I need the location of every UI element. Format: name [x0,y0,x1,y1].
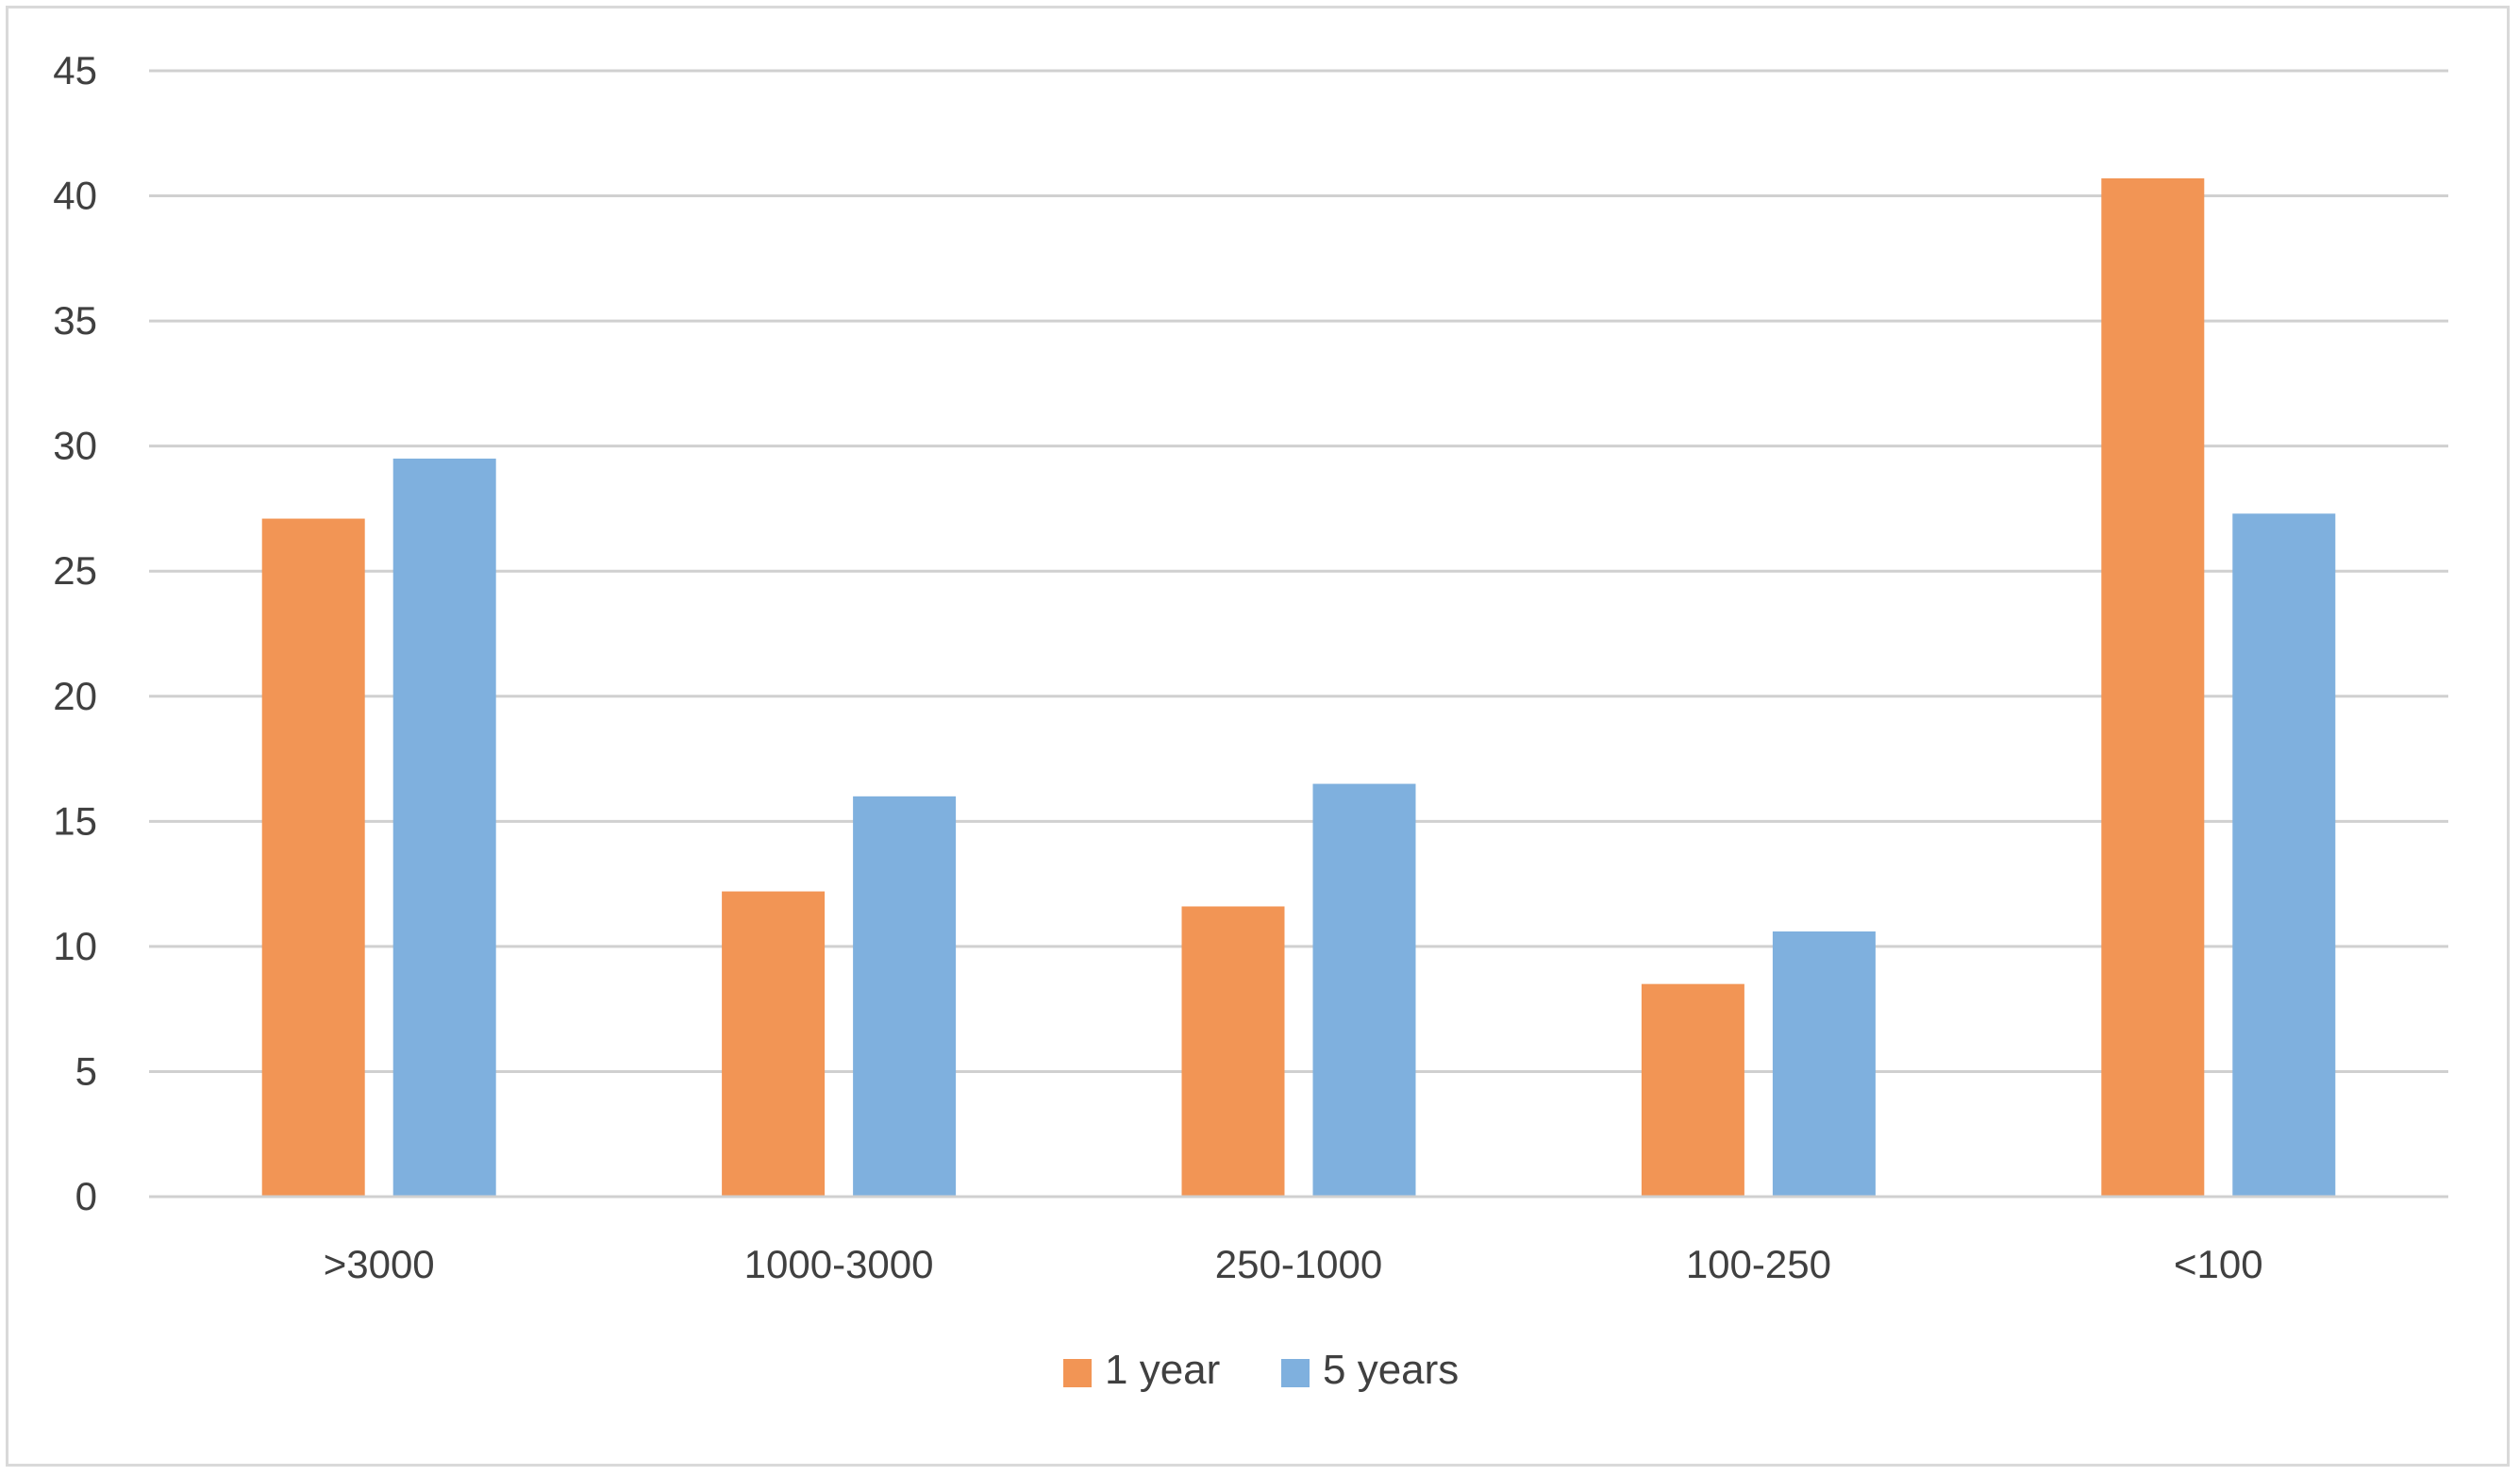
x-tick-label: >3000 [324,1242,435,1286]
gridlines [149,69,2448,1073]
legend: 1 year 5 years [1063,1347,1459,1393]
y-axis-ticks: 0 5 10 15 20 25 30 35 40 45 [53,48,97,1218]
y-tick-label: 5 [75,1048,97,1093]
bars [261,177,2336,1197]
legend-swatch [1281,1359,1310,1387]
x-tick-label: 250-1000 [1215,1242,1383,1286]
y-tick-label: 40 [53,174,97,218]
x-tick-label: 1000-3000 [744,1242,934,1286]
legend-swatch [1063,1359,1092,1387]
bar-series-2 [1312,783,1416,1197]
y-tick-label: 15 [53,798,97,843]
bar-series-2 [2232,513,2336,1197]
bar-series-1 [1641,983,1744,1197]
y-tick-label: 45 [53,48,97,92]
legend-label: 5 years [1323,1347,1459,1393]
y-tick-label: 20 [53,674,97,718]
bar-series-1 [1181,906,1285,1197]
bar-series-2 [853,796,957,1197]
y-tick-label: 25 [53,548,97,593]
legend-label: 1 year [1105,1347,1220,1393]
bar-series-1 [261,518,365,1197]
y-tick-label: 0 [75,1174,97,1218]
y-tick-label: 30 [53,424,97,468]
x-axis-ticks: >3000 1000-3000 250-1000 100-250 <100 [324,1242,2263,1286]
bar-series-1 [722,891,826,1197]
y-tick-label: 10 [53,924,97,968]
x-tick-label: 100-250 [1686,1242,1831,1286]
bar-series-2 [392,458,496,1197]
bar-series-2 [1772,931,1876,1197]
y-tick-label: 35 [53,298,97,343]
bar-series-1 [2101,177,2205,1197]
x-tick-label: <100 [2174,1242,2263,1286]
